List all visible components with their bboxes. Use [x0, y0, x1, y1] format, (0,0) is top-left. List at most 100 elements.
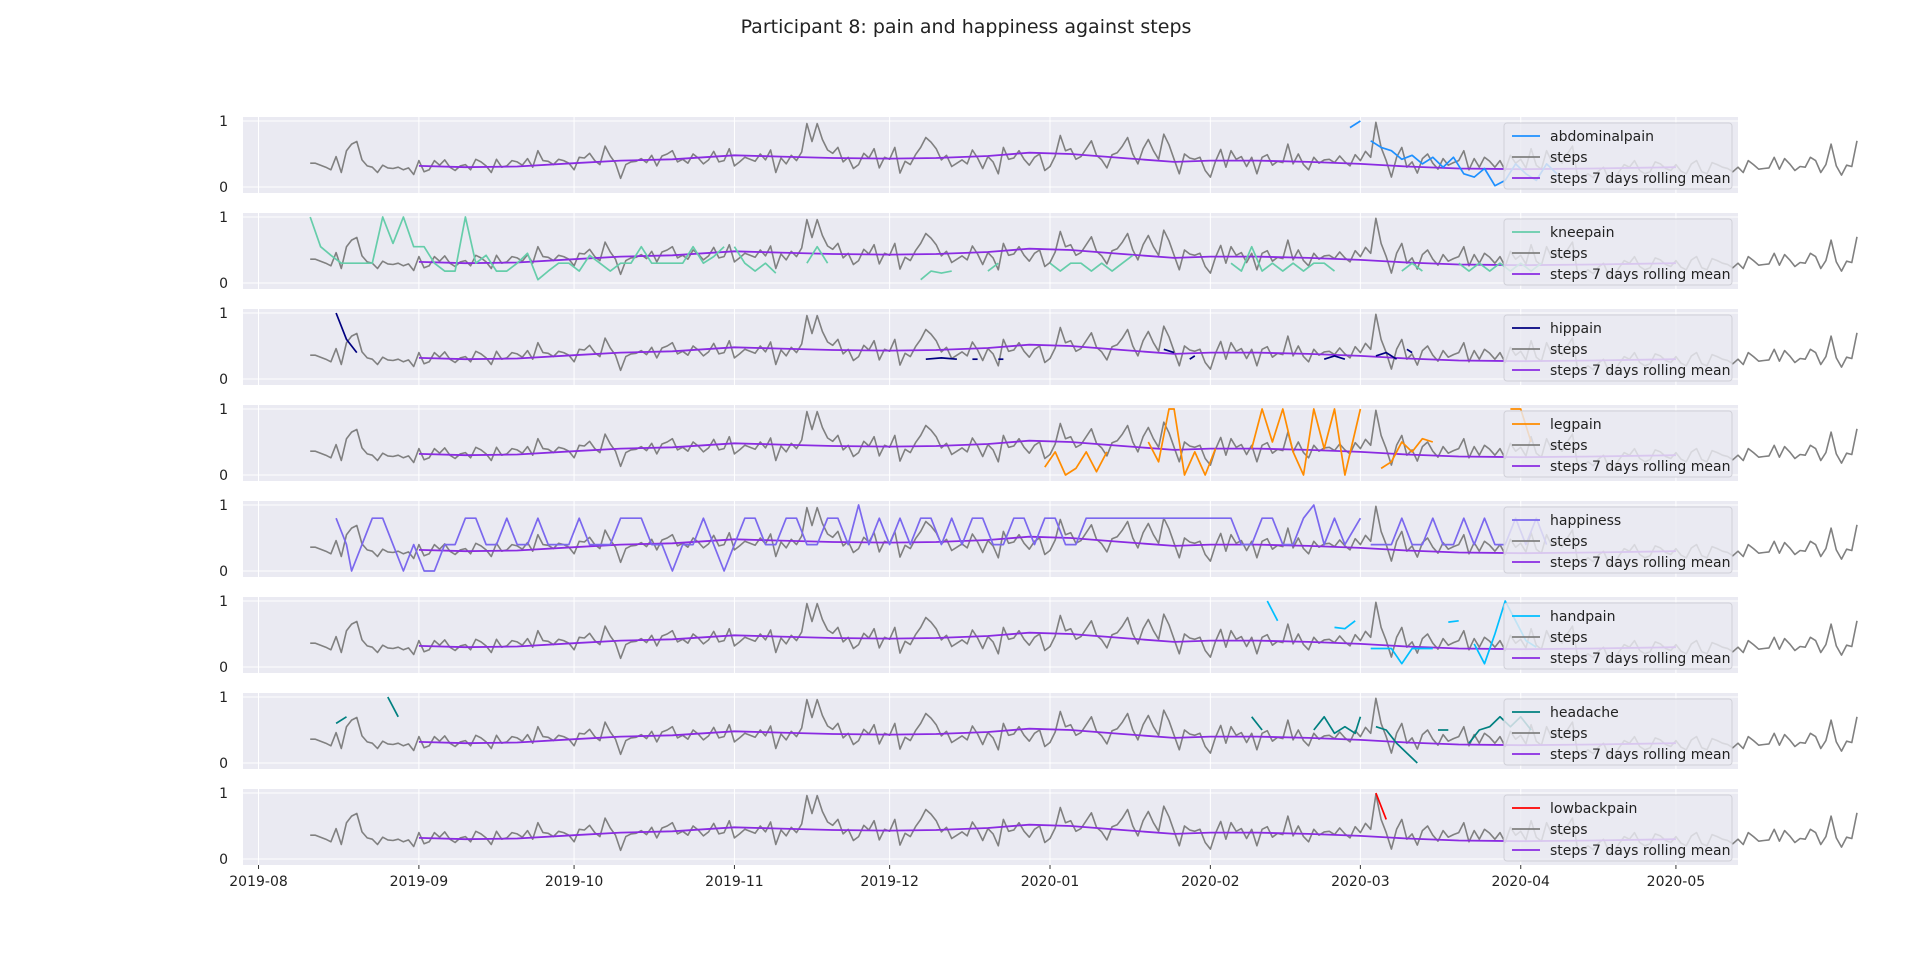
- legend-entry-lowbackpain: lowbackpain: [1550, 801, 1637, 817]
- lowbackpain-line: [1375, 792, 1387, 820]
- x-tick-label: 2020-04: [1491, 874, 1550, 890]
- x-axis: 2019-08 2019-09 2019-10 2019-11 2019-12 2020-…: [229, 865, 1705, 890]
- y-tick-label: 0: [219, 564, 228, 580]
- legend-entry-rolling-mean: steps 7 days rolling mean: [1550, 747, 1730, 763]
- legend-entry-steps: steps: [1550, 726, 1588, 742]
- legpain-line: [1250, 408, 1362, 476]
- legend-entry-headache: headache: [1550, 705, 1619, 721]
- hippain-line: [335, 312, 358, 354]
- rolling-mean-line: [418, 631, 1676, 651]
- legend: kneepain steps steps 7 days rolling mean: [1503, 218, 1733, 286]
- legend: lowbackpain steps steps 7 days rolling mea…: [1503, 794, 1733, 862]
- legend-box: [1503, 602, 1733, 670]
- legend: handpain steps steps 7 days rolling mean: [1503, 602, 1733, 670]
- legend-entry-steps: steps: [1550, 246, 1588, 262]
- y-tick-label: 1: [219, 594, 228, 610]
- x-tick-label: 2020-01: [1021, 874, 1080, 890]
- panel-kneepain: 0 1 kneepain steps steps 7 days rolling mean: [219, 210, 1858, 292]
- legend-entry-steps: steps: [1550, 438, 1588, 454]
- legend-entry-rolling-mean: steps 7 days rolling mean: [1550, 555, 1730, 571]
- headache-line: [1313, 715, 1362, 735]
- legend-entry-rolling-mean: steps 7 days rolling mean: [1550, 459, 1730, 475]
- headache-line: [1251, 716, 1263, 731]
- legend-box: [1503, 698, 1733, 766]
- legend-entry-steps: steps: [1550, 342, 1588, 358]
- legend-entry-rolling-mean: steps 7 days rolling mean: [1550, 171, 1730, 187]
- hippain-line: [1323, 355, 1346, 361]
- legend-entry-steps: steps: [1550, 630, 1588, 646]
- legend-entry-steps: steps: [1550, 534, 1588, 550]
- y-tick-label: 0: [219, 180, 228, 196]
- panel-handpain: 0 1 handpain steps steps 7 days rolling mean: [219, 594, 1858, 676]
- headache-line: [387, 696, 399, 718]
- rolling-mean-line: [418, 535, 1676, 555]
- legend-entry-legpain: legpain: [1550, 417, 1602, 433]
- hippain-line: [1406, 348, 1413, 354]
- legend-entry-rolling-mean: steps 7 days rolling mean: [1550, 843, 1730, 859]
- handpain-line: [1448, 619, 1459, 623]
- hippain-line: [925, 357, 957, 361]
- y-tick-label: 0: [219, 852, 228, 868]
- legend: headache steps steps 7 days rolling mean: [1503, 698, 1733, 766]
- handpain-line: [1370, 647, 1433, 665]
- legpain-line: [1380, 437, 1434, 470]
- kneepain-line: [733, 246, 777, 274]
- legend: hippain steps steps 7 days rolling mean: [1503, 314, 1733, 382]
- handpain-line: [1266, 600, 1279, 622]
- chart-title: Participant 8: pain and happiness agains…: [741, 16, 1192, 38]
- legend-box: [1503, 410, 1733, 478]
- rolling-mean-line: [418, 343, 1676, 363]
- rolling-mean-line: [418, 151, 1676, 171]
- y-tick-label: 0: [219, 756, 228, 772]
- legend-box: [1503, 218, 1733, 286]
- y-tick-label: 1: [219, 690, 228, 706]
- legend: abdominalpain steps steps 7 days rolling m…: [1503, 122, 1733, 190]
- legend-entry-steps: steps: [1550, 822, 1588, 838]
- x-tick-label: 2020-03: [1331, 874, 1390, 890]
- legpain-line: [1044, 451, 1108, 476]
- hippain-line: [1163, 348, 1175, 354]
- x-tick-label: 2019-11: [705, 874, 764, 890]
- legend: legpain steps steps 7 days rolling mean: [1503, 410, 1733, 478]
- happiness-line: [335, 504, 1362, 572]
- x-tick-label: 2019-10: [545, 874, 604, 890]
- y-tick-label: 1: [219, 402, 228, 418]
- x-tick-label: 2020-02: [1181, 874, 1240, 890]
- legend-box: [1503, 506, 1733, 574]
- legend-entry-handpain: handpain: [1550, 609, 1615, 625]
- legend-entry-hippain: hippain: [1550, 321, 1602, 337]
- x-tick-label: 2020-05: [1647, 874, 1706, 890]
- legend: happiness steps steps 7 days rolling mean: [1503, 506, 1733, 574]
- rolling-mean-line: [418, 247, 1676, 267]
- abdominalpain-line: [1349, 120, 1361, 129]
- x-tick-label: 2019-09: [390, 874, 449, 890]
- y-tick-label: 1: [219, 786, 228, 802]
- kneepain-line: [309, 216, 725, 281]
- legend-box: [1503, 314, 1733, 382]
- y-tick-label: 0: [219, 276, 228, 292]
- kneepain-line: [806, 245, 829, 264]
- y-tick-label: 1: [219, 114, 228, 130]
- panel-headache: 0 1 headache steps steps 7 days rolling mean: [219, 690, 1858, 772]
- y-tick-label: 1: [219, 498, 228, 514]
- handpain-line: [1334, 620, 1356, 630]
- rolling-mean-line: [418, 823, 1676, 843]
- legend-entry-abdominalpain: abdominalpain: [1550, 129, 1654, 145]
- hippain-line: [1375, 351, 1398, 360]
- legend-box: [1503, 122, 1733, 190]
- legend-entry-rolling-mean: steps 7 days rolling mean: [1550, 267, 1730, 283]
- kneepain-line: [1049, 254, 1134, 272]
- panel-legpain: 0 1 legpain steps steps 7 days rolling mean: [219, 402, 1858, 484]
- headache-line: [335, 716, 347, 725]
- rolling-mean-line: [418, 727, 1676, 747]
- y-tick-label: 1: [219, 306, 228, 322]
- kneepain-line: [987, 262, 999, 272]
- y-tick-label: 1: [219, 210, 228, 226]
- legend-entry-rolling-mean: steps 7 days rolling mean: [1550, 651, 1730, 667]
- kneepain-line: [1230, 245, 1336, 272]
- x-tick-label: 2019-12: [860, 874, 919, 890]
- legend-entry-rolling-mean: steps 7 days rolling mean: [1550, 363, 1730, 379]
- legpain-line: [1147, 408, 1217, 476]
- panels: 0 1 abdominalpain steps steps 7 days rolling…: [219, 114, 1858, 868]
